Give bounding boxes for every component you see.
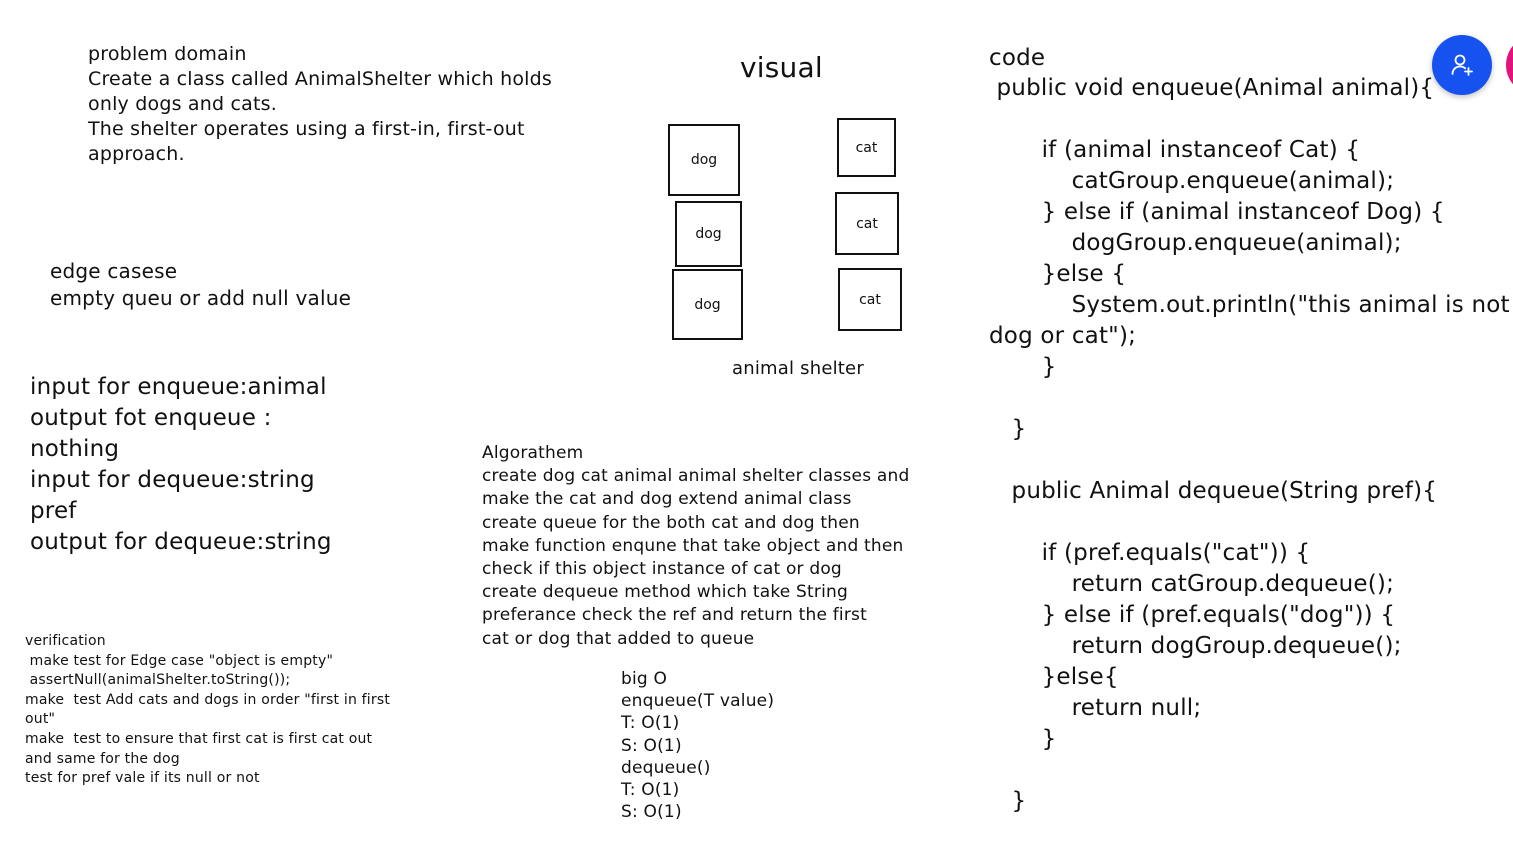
input-output-note: input for enqueue:animal output fot enqu… (30, 374, 332, 555)
big-o-note: big O enqueue(T value) T: O(1) S: O(1) d… (621, 669, 775, 823)
dog-label: dog (695, 226, 722, 242)
add-user-icon (1451, 54, 1473, 76)
add-collaborator-button[interactable] (1432, 35, 1492, 95)
cat-box-1[interactable]: cat (837, 118, 896, 177)
dog-label: dog (690, 152, 718, 168)
code-block: public void enqueue(Animal animal){ if (… (989, 75, 1510, 814)
animal-shelter-caption: animal shelter (732, 358, 864, 379)
cat-label: cat (856, 215, 878, 232)
dog-box-1[interactable]: dog (668, 124, 740, 196)
dog-label: dog (694, 296, 721, 313)
problem-domain-note: problem domain Create a class called Ani… (88, 43, 552, 165)
cat-box-2[interactable]: cat (835, 192, 899, 255)
verification-note: verification make test for Edge case "ob… (25, 633, 391, 787)
cat-label: cat (855, 139, 878, 156)
dog-box-3[interactable]: dog (672, 269, 743, 340)
dog-box-2[interactable]: dog (675, 201, 742, 267)
edge-cases-note: edge casese empty queu or add null value (50, 259, 352, 310)
user-avatar-button[interactable] (1506, 35, 1513, 95)
code-title: code (989, 45, 1046, 71)
cat-label: cat (859, 291, 881, 308)
cat-box-3[interactable]: cat (838, 268, 902, 331)
algorithm-note: Algorathem create dog cat animal animal … (482, 443, 910, 649)
visual-title: visual (740, 51, 823, 84)
